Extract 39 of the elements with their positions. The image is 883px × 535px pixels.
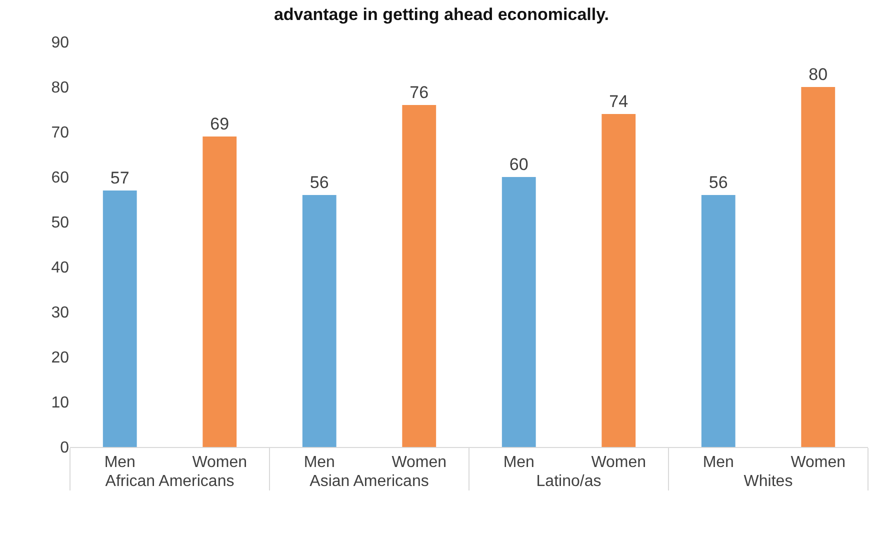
bar bbox=[402, 105, 436, 447]
y-tick-label: 50 bbox=[51, 214, 70, 232]
series-label: Men bbox=[104, 454, 136, 472]
x-tick-label: Asian Americans bbox=[310, 473, 429, 490]
y-tick-label: 20 bbox=[51, 350, 70, 367]
bar bbox=[801, 87, 836, 447]
text: Women bbox=[392, 454, 447, 472]
x-tick-label: Whites bbox=[744, 473, 793, 490]
y-tick-label: 80 bbox=[51, 80, 70, 97]
chart-title: advantage in getting ahead economically. bbox=[274, 4, 610, 24]
y-tick-label: 30 bbox=[51, 304, 70, 322]
data-label: 57 bbox=[110, 168, 130, 188]
data-label: 80 bbox=[808, 65, 828, 84]
bar bbox=[102, 190, 137, 447]
bar bbox=[502, 177, 536, 447]
text: Men bbox=[503, 454, 534, 472]
data-label: 56 bbox=[708, 173, 728, 192]
y-tick-label: 10 bbox=[51, 394, 70, 412]
x-tick-label: African Americans bbox=[105, 473, 234, 490]
data-label: 69 bbox=[210, 114, 230, 134]
y-tick-label: 60 bbox=[51, 170, 70, 187]
text: Men bbox=[702, 454, 734, 472]
data-label: 76 bbox=[410, 83, 429, 102]
y-tick-label: 90 bbox=[51, 34, 70, 52]
y-tick-label: 70 bbox=[51, 124, 70, 142]
data-label: 74 bbox=[609, 92, 628, 111]
y-tick-label: 0 bbox=[60, 440, 70, 457]
text: Women bbox=[790, 454, 846, 472]
data-label: 60 bbox=[509, 155, 528, 174]
bar bbox=[701, 195, 736, 447]
series-label: Women bbox=[591, 454, 646, 472]
bar bbox=[202, 136, 237, 447]
y-tick-label: 40 bbox=[51, 260, 70, 277]
bar bbox=[602, 114, 636, 447]
x-tick-label: Latino/as bbox=[536, 473, 602, 490]
bar bbox=[302, 195, 336, 447]
data-label: 56 bbox=[310, 173, 329, 192]
text: Men bbox=[304, 454, 335, 472]
text: Women bbox=[192, 454, 248, 472]
